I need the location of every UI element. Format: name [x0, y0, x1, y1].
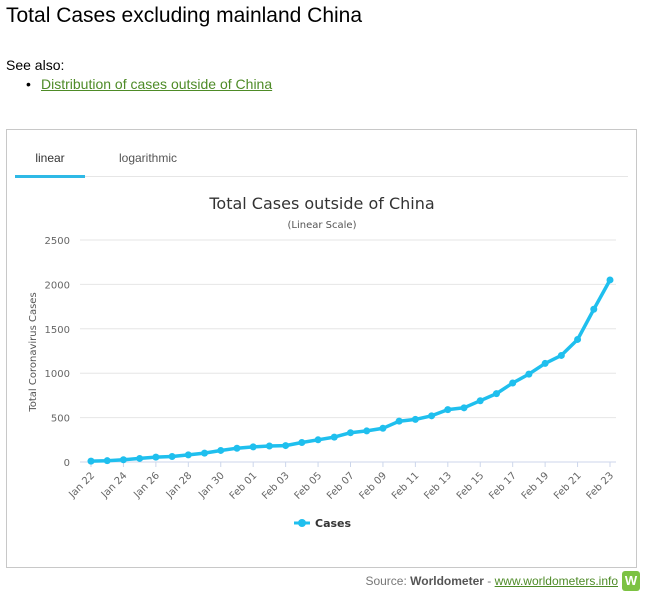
data-point[interactable] — [395, 417, 403, 425]
data-point[interactable] — [525, 370, 533, 378]
data-point[interactable] — [411, 415, 419, 423]
data-point[interactable] — [476, 397, 484, 405]
data-point[interactable] — [168, 452, 176, 460]
series-cases — [87, 276, 614, 465]
source-name: Worldometer — [410, 574, 484, 588]
chart-title: Total Cases outside of China — [208, 194, 434, 213]
legend-label-cases: Cases — [315, 517, 352, 530]
tab-linear[interactable]: linear — [35, 151, 65, 165]
data-point[interactable] — [590, 305, 598, 313]
data-point[interactable] — [509, 379, 517, 387]
data-point[interactable] — [233, 444, 241, 452]
x-tick-label: Jan 22 — [66, 470, 97, 501]
y-tick-label: 1000 — [45, 369, 70, 380]
page-title: Total Cases excluding mainland China — [6, 4, 363, 27]
data-point[interactable] — [347, 429, 354, 437]
y-tick-label: 0 — [64, 458, 70, 469]
data-point[interactable] — [492, 390, 500, 398]
data-point[interactable] — [460, 404, 468, 412]
distribution-link[interactable]: Distribution of cases outside of China — [41, 76, 273, 92]
data-point[interactable] — [201, 449, 209, 457]
active-tab-indicator — [15, 175, 85, 178]
source-separator: - — [487, 574, 492, 588]
data-point[interactable] — [265, 442, 273, 450]
data-point[interactable] — [541, 359, 549, 367]
legend-symbol-marker — [298, 519, 306, 527]
data-point[interactable] — [574, 335, 582, 343]
data-point[interactable] — [87, 457, 95, 465]
scale-tabs: linear logarithmic — [15, 147, 628, 178]
data-point[interactable] — [330, 433, 338, 441]
data-point[interactable] — [119, 456, 127, 464]
x-tick-label: Jan 30 — [196, 470, 227, 501]
data-point[interactable] — [152, 453, 160, 461]
list-item: Distribution of cases outside of China — [26, 76, 272, 92]
y-tick-label: 1500 — [45, 325, 70, 336]
x-tick-label: Feb 01 — [228, 470, 260, 502]
x-tick-label: Feb 03 — [260, 470, 292, 502]
data-point[interactable] — [363, 427, 371, 435]
see-also-list: Distribution of cases outside of China — [26, 76, 272, 92]
data-point[interactable] — [103, 457, 111, 465]
data-point[interactable] — [444, 406, 452, 414]
data-point[interactable] — [428, 412, 436, 420]
y-tick-labels: 0 500 1000 1500 2000 2500 — [45, 236, 70, 469]
y-tick-label: 2000 — [45, 280, 70, 291]
source-line: Source: Worldometer - www.worldometers.i… — [365, 574, 618, 588]
x-tick-label: Feb 05 — [293, 470, 325, 502]
y-axis-label: Total Coronavirus Cases — [28, 292, 39, 412]
source-label: Source: — [365, 574, 407, 588]
x-tick-label: Feb 11 — [390, 470, 422, 502]
worldometer-logo-icon[interactable]: W — [622, 571, 640, 591]
x-tick-label: Feb 07 — [325, 470, 357, 502]
y-tick-label: 500 — [51, 414, 70, 425]
x-tick-label: Jan 26 — [131, 470, 162, 501]
x-tick-label: Feb 21 — [552, 470, 584, 502]
chart-panel: linear logarithmic — [6, 129, 637, 568]
x-tick-label: Feb 09 — [358, 470, 390, 502]
data-point[interactable] — [136, 454, 144, 462]
x-tick-label: Feb 15 — [455, 470, 487, 502]
x-tick-label: Jan 24 — [99, 470, 130, 501]
y-tick-label: 2500 — [45, 236, 70, 247]
data-point[interactable] — [298, 438, 306, 446]
source-url-link[interactable]: www.worldometers.info — [494, 574, 618, 588]
data-point[interactable] — [606, 276, 614, 284]
data-point[interactable] — [217, 446, 225, 454]
see-also-label: See also: — [6, 57, 65, 73]
tab-logarithmic[interactable]: logarithmic — [118, 151, 178, 165]
x-tick-label: Feb 19 — [520, 470, 552, 502]
data-point[interactable] — [379, 424, 387, 432]
x-tick-label: Feb 17 — [487, 470, 519, 502]
grid-lines — [80, 239, 616, 463]
x-tick-labels: Jan 22 Jan 24 Jan 26 Jan 28 Jan 30 Feb 01 Feb … — [66, 462, 616, 502]
x-tick-label: Feb 23 — [585, 470, 617, 502]
data-point[interactable] — [282, 442, 290, 450]
data-point[interactable] — [314, 436, 322, 444]
data-point[interactable] — [184, 451, 192, 459]
legend[interactable]: Cases — [294, 517, 352, 530]
x-tick-label: Jan 28 — [164, 470, 195, 501]
chart-subtitle: (Linear Scale) — [288, 220, 357, 231]
data-point[interactable] — [557, 351, 565, 359]
data-point[interactable] — [249, 443, 257, 451]
x-tick-label: Feb 13 — [422, 470, 454, 502]
